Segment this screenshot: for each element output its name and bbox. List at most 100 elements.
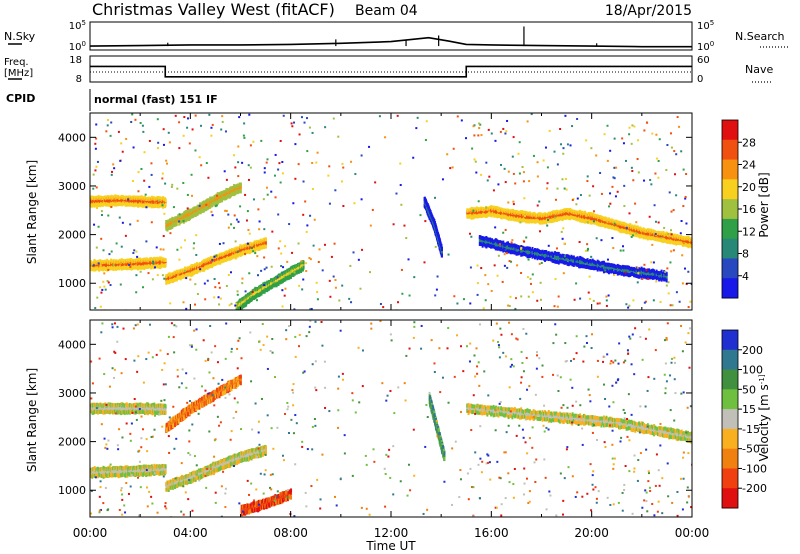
noise-dot xyxy=(399,184,402,187)
noise-dot xyxy=(561,178,564,181)
noise-dot xyxy=(235,302,238,305)
noise-dot xyxy=(632,299,635,302)
noise-dot xyxy=(523,240,526,243)
noise-dot xyxy=(680,220,683,223)
noise-dot xyxy=(631,124,634,127)
noise-dot xyxy=(214,205,217,208)
noise-dot xyxy=(670,229,673,232)
noise-dot xyxy=(204,298,207,301)
band-fringe xyxy=(440,253,443,258)
band-fringe xyxy=(634,268,637,273)
noise-dot xyxy=(168,141,171,144)
noise-dot xyxy=(484,274,487,277)
band-fringe xyxy=(649,228,652,233)
noise-dot xyxy=(333,242,336,245)
noise-dot xyxy=(613,137,616,140)
noise-dot xyxy=(557,295,560,298)
noise-dot xyxy=(97,262,100,265)
noise-dot xyxy=(185,307,188,310)
noise-dot xyxy=(131,180,134,183)
noise-dot xyxy=(249,166,252,169)
band-fringe xyxy=(544,249,547,254)
noise-dot xyxy=(294,177,297,180)
noise-dot xyxy=(95,186,98,189)
noise-dot xyxy=(238,116,241,119)
band-cell xyxy=(545,252,548,258)
noise-dot xyxy=(141,124,144,127)
noise-dot xyxy=(633,125,636,128)
band-fringe xyxy=(612,263,615,268)
band-fringe xyxy=(513,243,516,248)
band-cell xyxy=(566,256,569,262)
band-cell xyxy=(526,248,529,255)
noise-dot xyxy=(266,158,269,161)
noise-dot xyxy=(198,204,201,207)
band-fringe xyxy=(600,267,603,272)
noise-dot xyxy=(624,271,627,274)
noise-dot xyxy=(150,221,153,224)
noise-dot xyxy=(416,116,419,119)
noise-dot xyxy=(309,308,312,310)
band-fringe xyxy=(537,249,540,254)
noise-dot xyxy=(183,269,186,272)
noise-dot xyxy=(528,180,531,183)
band-cell xyxy=(655,271,658,278)
noise-dot xyxy=(667,281,670,284)
band-cell xyxy=(650,271,653,276)
noise-dot xyxy=(247,164,250,167)
noise-dot xyxy=(178,147,181,150)
band-fringe xyxy=(536,256,539,261)
noise-dot xyxy=(654,172,657,175)
noise-dot xyxy=(359,287,362,290)
noise-dot xyxy=(486,179,489,182)
noise-dot xyxy=(635,221,638,224)
noise-dot xyxy=(110,206,113,209)
band-cell xyxy=(625,267,628,273)
band-fringe xyxy=(472,215,475,220)
noise-dot xyxy=(471,147,474,150)
noise-dot xyxy=(165,162,168,165)
band-fringe xyxy=(599,261,602,266)
noise-dot xyxy=(512,200,515,203)
noise-dot xyxy=(119,159,122,162)
noise-dot xyxy=(656,157,659,160)
noise-dot xyxy=(360,154,363,157)
noise-dot xyxy=(279,181,282,184)
band-fringe xyxy=(579,255,582,260)
noise-dot xyxy=(598,302,601,305)
noise-dot xyxy=(636,281,639,284)
noise-dot xyxy=(609,192,612,195)
noise-dot xyxy=(150,162,153,165)
noise-dot xyxy=(263,268,266,271)
band-fringe xyxy=(492,211,495,216)
band-cell xyxy=(610,265,613,270)
band-fringe xyxy=(651,275,654,280)
noise-dot xyxy=(539,281,542,284)
noise-dot xyxy=(186,207,189,210)
noise-dot xyxy=(482,307,485,310)
noise-dot xyxy=(305,270,308,273)
band-fringe xyxy=(585,258,588,263)
noise-dot xyxy=(666,267,669,270)
noise-dot xyxy=(266,193,269,196)
noise-dot xyxy=(281,289,284,292)
noise-dot xyxy=(650,261,653,264)
band-cell xyxy=(576,258,579,264)
noise-dot xyxy=(678,300,681,303)
noise-dot xyxy=(605,295,608,298)
noise-dot xyxy=(553,305,556,308)
noise-dot xyxy=(121,221,124,224)
noise-dot xyxy=(547,244,550,247)
noise-dot xyxy=(675,291,678,294)
band-cell xyxy=(596,261,599,268)
noise-dot xyxy=(93,223,96,226)
band-fringe xyxy=(610,263,613,268)
noise-dot xyxy=(507,304,510,307)
band-cell xyxy=(561,255,564,261)
noise-dot xyxy=(632,179,635,182)
noise-dot xyxy=(655,280,658,283)
noise-dot xyxy=(625,303,628,306)
band-fringe xyxy=(591,265,594,270)
noise-dot xyxy=(107,214,110,217)
nave-label: Nave xyxy=(745,63,773,76)
